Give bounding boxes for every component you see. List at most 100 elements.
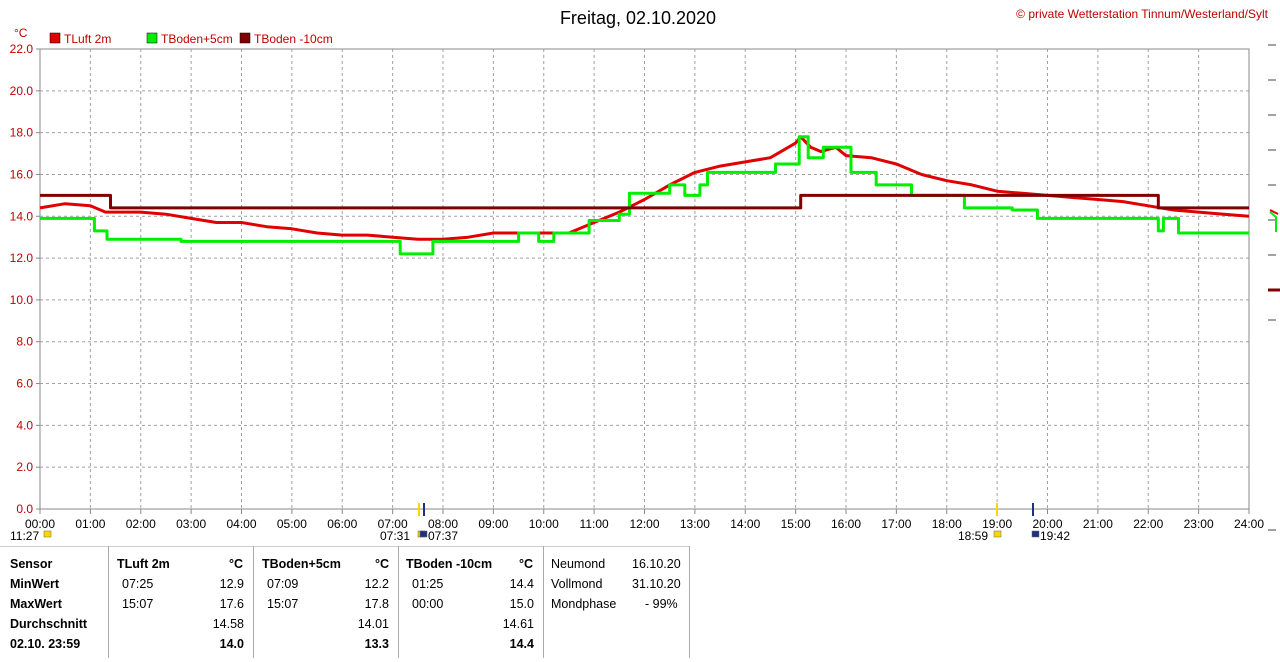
y-tick-label: 8.0: [16, 335, 33, 349]
col2-unit: °C: [375, 557, 390, 571]
x-tick-label: 17:00: [881, 517, 911, 531]
marker-moon-icon: [419, 530, 428, 538]
legend-swatch: [146, 32, 158, 44]
x-tick-label: 12:00: [629, 517, 659, 531]
series-line-1: [40, 135, 1249, 256]
x-tick-label: 05:00: [277, 517, 307, 531]
legend-label: TBoden -10cm: [254, 32, 333, 46]
col1-unit: °C: [229, 557, 244, 571]
copyright-text: © private Wetterstation Tinnum/Westerlan…: [1016, 7, 1269, 21]
moon-full-label: Vollmond: [551, 577, 603, 591]
sun-moon-markers: 11:27 07:31 07:37 18:59 19:42: [10, 503, 1070, 543]
legend-label: TBoden+5cm: [161, 32, 233, 46]
right-series-stub: [1269, 209, 1279, 215]
x-tick-label: 21:00: [1083, 517, 1113, 531]
col3-avg: 14.61: [502, 617, 534, 631]
right-series-stub: [1269, 211, 1277, 232]
marker-moonset-icon: [43, 530, 52, 538]
x-tick-label: 23:00: [1184, 517, 1214, 531]
col3-name: TBoden -10cm: [406, 557, 493, 571]
marker-label: 07:31: [380, 529, 410, 543]
col2-last: 13.3: [364, 637, 389, 651]
col1-name: TLuft 2m: [117, 557, 170, 571]
x-tick-label: 01:00: [75, 517, 105, 531]
x-tick-label: 00:00: [25, 517, 55, 531]
x-tick-label: 22:00: [1133, 517, 1163, 531]
col1-max-time: 15:07: [122, 597, 154, 611]
y-tick-label: 22.0: [10, 42, 34, 56]
y-tick-label: 0.0: [16, 502, 33, 516]
legend-swatch: [49, 32, 61, 44]
y-tick-label: 2.0: [16, 460, 33, 474]
col3-min-time: 01:25: [412, 577, 444, 591]
temperature-chart: Freitag, 02.10.2020 © private Wetterstat…: [10, 7, 1280, 543]
col2-avg: 14.01: [357, 617, 389, 631]
y-tick-label: 10.0: [10, 293, 34, 307]
col2-min: 12.2: [364, 577, 389, 591]
series-line-2: [40, 193, 1249, 210]
moon-new-label: Neumond: [551, 557, 606, 571]
x-tick-label: 16:00: [831, 517, 861, 531]
col3-last: 14.4: [509, 637, 534, 651]
y-unit-label: °C: [14, 26, 28, 40]
table-divider: [253, 546, 254, 658]
grid: [39, 48, 1250, 510]
y-tick-label: 18.0: [10, 126, 34, 140]
col2-max-time: 15:07: [267, 597, 299, 611]
x-tick-label: 03:00: [176, 517, 206, 531]
x-tick-label: 04:00: [226, 517, 256, 531]
col3-unit: °C: [519, 557, 534, 571]
x-tick-label: 06:00: [327, 517, 357, 531]
x-tick-label: 08:00: [428, 517, 458, 531]
col3-min: 14.4: [509, 577, 534, 591]
col2-min-time: 07:09: [267, 577, 299, 591]
legend: TLuft 2m TBoden+5cm TBoden -10cm: [49, 32, 333, 46]
y-axis: 0.0 2.0 4.0 6.0 8.0 10.0 12.0 14.0 16.0 18.0 20.0 2…: [10, 42, 40, 516]
moon-phase-value: - 99%: [645, 597, 678, 611]
x-tick-label: 18:00: [932, 517, 962, 531]
label-sensor: Sensor: [10, 557, 53, 571]
col1-min-time: 07:25: [122, 577, 154, 591]
col3-max-time: 00:00: [412, 597, 444, 611]
marker-label: 19:42: [1040, 529, 1070, 543]
x-tick-label: 07:00: [378, 517, 408, 531]
label-avg: Durchschnitt: [10, 617, 88, 631]
table-top-border: [0, 546, 690, 547]
x-tick-label: 24:00: [1234, 517, 1264, 531]
y-tick-label: 6.0: [16, 377, 33, 391]
x-tick-label: 20:00: [1032, 517, 1062, 531]
x-tick-label: 19:00: [982, 517, 1012, 531]
y-tick-label: 14.0: [10, 209, 34, 223]
legend-swatch: [239, 32, 251, 44]
table-divider: [689, 546, 690, 658]
x-tick-label: 15:00: [781, 517, 811, 531]
col3-max: 15.0: [509, 597, 534, 611]
col2-name: TBoden+5cm: [262, 557, 341, 571]
label-last: 02.10. 23:59: [10, 637, 81, 651]
x-tick-label: 13:00: [680, 517, 710, 531]
label-min: MinWert: [10, 577, 60, 591]
moon-new-value: 16.10.20: [632, 557, 681, 571]
x-axis: 00:00 01:00 02:00 03:00 04:00 05:00 06:00 07:00…: [25, 509, 1264, 531]
marker-sunset-icon: [993, 530, 1002, 538]
y-tick-label: 12.0: [10, 251, 34, 265]
table-divider: [543, 546, 544, 658]
label-max: MaxWert: [10, 597, 62, 611]
x-tick-label: 11:00: [580, 517, 609, 531]
marker-moon-icon: [1031, 530, 1040, 538]
x-tick-label: 14:00: [730, 517, 760, 531]
col1-max: 17.6: [219, 597, 244, 611]
chart-title: Freitag, 02.10.2020: [560, 8, 716, 28]
marker-label: 11:27: [10, 529, 39, 543]
moon-phase-label: Mondphase: [551, 597, 617, 611]
col2-max: 17.8: [364, 597, 389, 611]
x-tick-label: 02:00: [126, 517, 156, 531]
table-divider: [108, 546, 109, 658]
x-tick-label: 09:00: [478, 517, 508, 531]
stats-table: Sensor MinWert MaxWert Durchschnitt 02.1…: [0, 546, 690, 658]
moon-full-value: 31.10.20: [632, 577, 681, 591]
y-tick-label: 16.0: [10, 167, 34, 181]
x-tick-label: 10:00: [529, 517, 559, 531]
y-tick-label: 20.0: [10, 84, 34, 98]
table-divider: [398, 546, 399, 658]
